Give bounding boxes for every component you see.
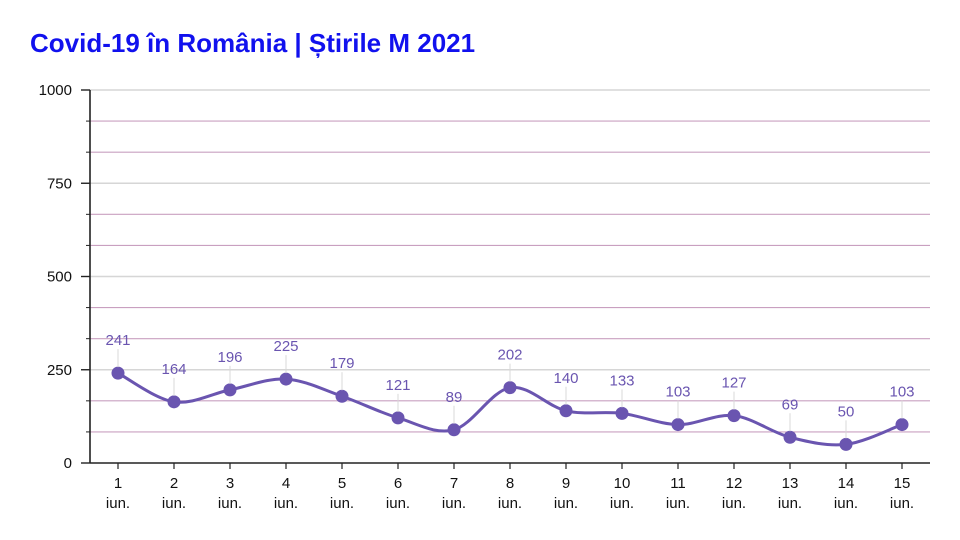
x-tick-label-day: 10 [614,475,631,492]
x-tick-label-month: iun. [330,495,354,512]
data-label: 179 [329,355,354,372]
x-tick-label-day: 7 [450,475,458,492]
data-label: 127 [721,375,746,392]
data-label: 241 [105,332,130,349]
y-tick-label: 750 [47,175,72,192]
y-tick-label: 250 [47,362,72,379]
data-labels: 241 164 196 225 179 121 89 202 140 133 103 127 69 50 1… [105,332,915,439]
x-tick-label-month: iun. [162,495,186,512]
data-label: 121 [385,377,410,394]
x-tick-label-day: 8 [506,475,514,492]
x-tick-label-day: 6 [394,475,402,492]
x-tick-label-day: 15 [894,475,911,492]
data-point [167,395,181,409]
x-tick-label-day: 9 [562,475,570,492]
data-point [391,411,405,425]
data-point [279,372,293,386]
x-tick-label-month: iun. [778,495,802,512]
x-tick-label-day: 2 [170,475,178,492]
x-tick-label-month: iun. [722,495,746,512]
x-tick-label-day: 12 [726,475,743,492]
x-tick-label-month: iun. [274,495,298,512]
x-tick-label-month: iun. [106,495,130,512]
data-points [111,366,909,451]
data-point [447,423,461,437]
x-tick-label-month: iun. [498,495,522,512]
x-axis-tick-labels: 1 iun. 2 iun. 3 iun. 4 iun. 5 iun. 6 iun. 7 iun. 8 iun.… [106,475,914,512]
data-label: 164 [161,361,186,378]
data-label: 89 [446,389,463,406]
x-tick-label-month: iun. [890,495,914,512]
x-tick-label-day: 13 [782,475,799,492]
y-tick-label: 0 [64,455,72,472]
data-point [895,418,909,432]
data-point [727,409,741,423]
x-tick-label-day: 5 [338,475,346,492]
x-tick-label-month: iun. [218,495,242,512]
x-tick-label-day: 11 [670,475,686,492]
x-tick-label-month: iun. [386,495,410,512]
y-tick-label: 1000 [39,82,72,99]
x-tick-label-day: 3 [226,475,234,492]
data-label: 225 [273,338,298,355]
data-point [111,366,125,380]
data-point [503,381,517,395]
x-tick-label-month: iun. [834,495,858,512]
data-point [615,406,629,420]
x-tick-label-month: iun. [610,495,634,512]
axes [81,89,930,469]
x-tick-label-day: 14 [838,475,855,492]
data-label: 140 [553,370,578,387]
data-point [671,418,685,432]
data-label: 103 [889,384,914,401]
x-tick-label-month: iun. [442,495,466,512]
x-tick-label-month: iun. [666,495,690,512]
data-point [839,437,853,451]
data-point [559,404,573,418]
data-label: 133 [609,372,634,389]
y-tick-label: 500 [47,269,72,286]
data-label: 69 [782,396,799,413]
data-label: 103 [665,384,690,401]
data-label: 196 [217,349,242,366]
data-point [223,383,237,397]
data-label: 202 [497,347,522,364]
x-tick-label-day: 1 [114,475,122,492]
data-point [335,389,349,403]
x-tick-label-month: iun. [554,495,578,512]
data-point [783,430,797,444]
chart-title: Covid-19 în România | Știrile M 2021 [30,28,476,58]
x-tick-label-day: 4 [282,475,290,492]
data-label: 50 [838,403,855,420]
y-axis-tick-labels: 0 250 500 750 1000 [39,82,72,472]
